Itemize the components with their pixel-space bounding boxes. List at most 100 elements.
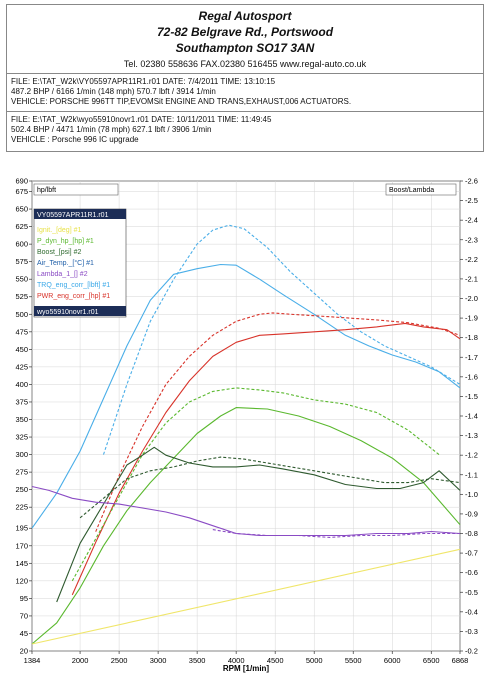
- y-right-tick-label: -1.7: [465, 353, 478, 362]
- y-tick-label: 325: [15, 433, 28, 442]
- x-tick-label: 5500: [345, 656, 362, 665]
- y-right-tick-label: -1.8: [465, 333, 478, 342]
- x-tick-label: 1384: [24, 656, 41, 665]
- y-tick-label: 675: [15, 187, 28, 196]
- y-right-tick-label: -0.4: [465, 607, 478, 616]
- y-right-tick-label: -1.2: [465, 451, 478, 460]
- x-tick-label: 4500: [267, 656, 284, 665]
- y-tick-label: 250: [15, 485, 28, 494]
- run2-file: FILE: E:\TAT_W2k\wyo55910novr1.r01 DATE:…: [11, 115, 272, 124]
- y-right-tick-label: -2.0: [465, 294, 478, 303]
- x-axis: 1384 2000 2500 3000 3500 4000 4500 5000 5500 6000…: [24, 651, 469, 665]
- y-tick-label: 400: [15, 380, 28, 389]
- dyno-chart-svg: 20 45 70 95 120 145 170 195 225 250 275 300 325 350 37…: [4, 168, 486, 688]
- right-axis: -0.2 -0.3 -0.4 -0.5 -0.6 -0.7 -0.8 -0.9 -1.0 -1.1…: [460, 177, 478, 656]
- x-tick-label: 2000: [72, 656, 89, 665]
- series-line: [31, 407, 461, 645]
- series-line: [31, 263, 461, 529]
- dyno-chart: 20 45 70 95 120 145 170 195 225 250 275 300 325 350 37…: [4, 168, 486, 688]
- series-line: [31, 548, 461, 645]
- y-right-tick-label: -0.5: [465, 588, 478, 597]
- legend-file-header: [34, 209, 126, 219]
- y-tick-label: 690: [15, 177, 28, 186]
- x-tick-label: 3000: [150, 656, 167, 665]
- series-line: [71, 322, 461, 596]
- x-tick-label: 3500: [189, 656, 206, 665]
- y-tick-label: 575: [15, 257, 28, 266]
- legend-item: PWR_eng_corr_[hp] #1: [37, 293, 110, 300]
- y-tick-label: 450: [15, 345, 28, 354]
- y-right-tick-label: -0.2: [465, 647, 478, 656]
- left-axis: 20 45 70 95 120 145 170 195 225 250 275 300 325 350 37…: [15, 177, 32, 656]
- divider: [7, 111, 483, 112]
- divider: [7, 73, 483, 74]
- y-tick-label: 425: [15, 362, 28, 371]
- legend-box: [33, 208, 127, 318]
- run1-vehicle: VEHICLE: PORSCHE 996TT TIP,EVOMSit ENGIN…: [11, 97, 352, 106]
- y-tick-label: 95: [20, 594, 28, 603]
- y-tick-label: 600: [15, 240, 28, 249]
- company-contact: Tel. 02380 558636 FAX.02380 516455 www.r…: [123, 59, 367, 69]
- y-right-tick-label: -0.3: [465, 627, 478, 636]
- run1-result: 487.2 BHP / 6166 1/min (148 mph) 570.7 l…: [11, 87, 216, 96]
- y-right-tick-label: -0.9: [465, 509, 478, 518]
- y-tick-label: 170: [15, 541, 28, 550]
- y-tick-label: 550: [15, 275, 28, 284]
- y-right-tick-label: -1.9: [465, 314, 478, 323]
- y-tick-label: 650: [15, 205, 28, 214]
- y-tick-label: 195: [15, 524, 28, 533]
- y-right-tick-label: -2.2: [465, 255, 478, 264]
- series-layer: [31, 224, 461, 645]
- x-axis-label: RPM [1/min]: [223, 664, 270, 673]
- y-tick-label: 300: [15, 450, 28, 459]
- y-right-tick-label: -1.0: [465, 490, 478, 499]
- right-axis-title-box: [385, 183, 457, 196]
- y-tick-label: 475: [15, 327, 28, 336]
- y-tick-label: 625: [15, 222, 28, 231]
- y-right-tick-label: -2.5: [465, 196, 478, 205]
- legend-items: Ignit._[deg] #1 P_dyn_hp_[hp] #1 Boost_[ps…: [37, 227, 110, 300]
- y-tick-label: 120: [15, 576, 28, 585]
- x-tick-label: 6868: [452, 656, 469, 665]
- y-tick-label: 500: [15, 310, 28, 319]
- x-tick-label: 5000: [306, 656, 323, 665]
- y-tick-label: 525: [15, 292, 28, 301]
- x-tick-label: 6500: [423, 656, 440, 665]
- y-right-tick-label: -2.3: [465, 235, 478, 244]
- y-right-tick-label: -2.4: [465, 216, 478, 225]
- legend-item: Boost_[psi] #2: [37, 249, 81, 256]
- legend-item: TRQ_eng_corr_[lbft] #1: [37, 282, 110, 289]
- legend-item: P_dyn_hp_[hp] #1: [37, 238, 94, 245]
- run1-file: FILE: E:\TAT_W2k\VY05597APR11R1.r01 DATE…: [11, 77, 276, 86]
- y-right-tick-label: -1.4: [465, 412, 478, 421]
- x-tick-label: 4000: [228, 656, 245, 665]
- y-right-tick-label: -0.7: [465, 549, 478, 558]
- y-right-tick-label: -2.6: [465, 177, 478, 186]
- run2-result: 502.4 BHP / 4471 1/min (78 mph) 627.1 lb…: [11, 125, 212, 134]
- y-right-tick-label: -1.6: [465, 372, 478, 381]
- legend-item: Ignit._[deg] #1: [37, 227, 81, 234]
- y-right-tick-label: -1.3: [465, 431, 478, 440]
- legend: VY05597APR11R1.r01 Ignit._[deg] #1 P_dyn_…: [33, 208, 127, 318]
- series-line: [95, 312, 461, 532]
- company-address-street: 72-82 Belgrave Rd., Portswood: [156, 25, 334, 39]
- x-tick-label: 6000: [384, 656, 401, 665]
- company-name: Regal Autosport: [198, 9, 292, 23]
- series-line: [79, 456, 461, 519]
- run2-vehicle: VEHICLE : Porsche 996 IC upgrade: [11, 135, 139, 144]
- legend-file-label: VY05597APR11R1.r01: [37, 212, 109, 219]
- legend-item: Lambda_1_[] #2: [37, 271, 88, 278]
- y-tick-label: 145: [15, 559, 28, 568]
- y-tick-label: 70: [20, 611, 28, 620]
- y-tick-label: 45: [20, 629, 28, 638]
- company-address-city: Southampton SO17 3AN: [175, 41, 315, 55]
- legend-item: Air_Temp._[°C] #1: [37, 259, 94, 267]
- legend-second-file-label: wyo55910novr1.r01: [36, 309, 99, 316]
- series-line: [56, 446, 461, 603]
- legend-file-footer: [34, 306, 126, 316]
- series-line: [102, 224, 461, 455]
- y-tick-label: 375: [15, 397, 28, 406]
- dyno-report-header: Regal Autosport 72-82 Belgrave Rd., Port…: [6, 4, 484, 152]
- y-right-tick-label: -1.5: [465, 392, 478, 401]
- y-tick-label: 20: [20, 647, 28, 656]
